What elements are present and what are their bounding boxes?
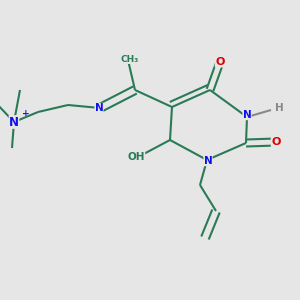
Text: OH: OH: [127, 152, 145, 162]
Text: CH₃: CH₃: [121, 55, 139, 64]
Text: N: N: [204, 156, 212, 166]
Text: +: +: [22, 109, 30, 118]
Text: N: N: [243, 110, 251, 120]
Text: O: O: [215, 57, 225, 67]
Text: H: H: [274, 103, 284, 113]
Text: N: N: [9, 116, 19, 128]
Text: N: N: [94, 103, 103, 113]
Text: O: O: [271, 137, 281, 147]
